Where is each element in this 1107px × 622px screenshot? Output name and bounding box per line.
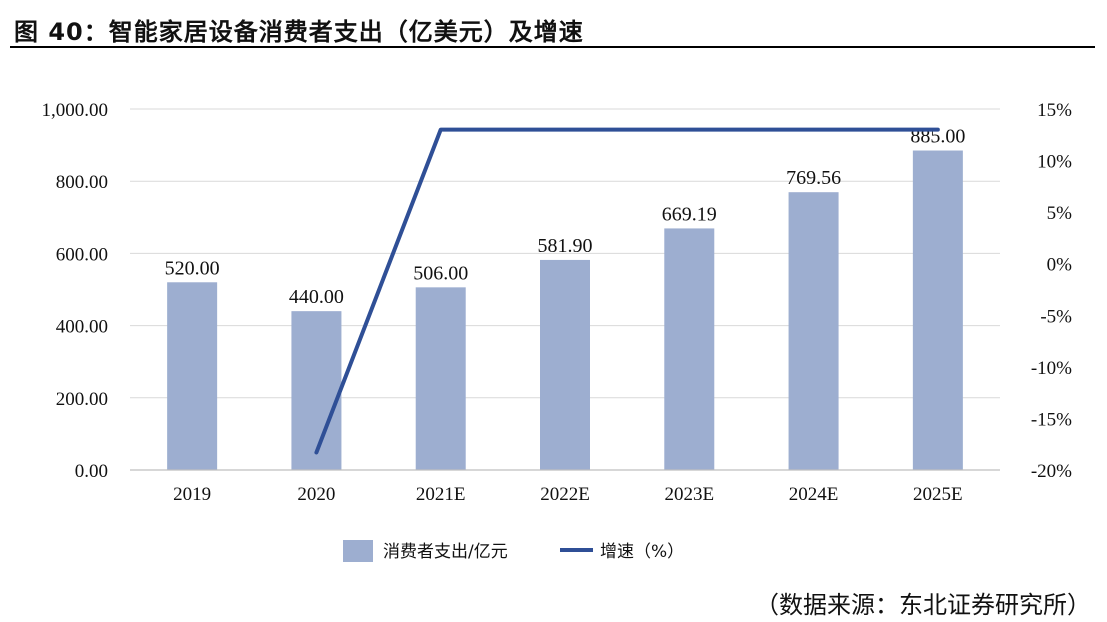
x-tick-label: 2022E bbox=[540, 484, 590, 505]
legend-line-label: 增速（%） bbox=[600, 542, 684, 562]
legend-bar-label: 消费者支出/亿元 bbox=[383, 542, 508, 562]
y2-tick-label: 5% bbox=[1047, 203, 1073, 224]
y-tick-label: 1,000.00 bbox=[42, 100, 109, 121]
line-series bbox=[314, 127, 940, 455]
bar-series bbox=[167, 150, 963, 470]
y2-tick-label: -5% bbox=[1040, 306, 1072, 327]
x-tick-label: 2023E bbox=[664, 484, 714, 505]
bar-value-label: 581.90 bbox=[538, 235, 593, 257]
y-tick-label: 800.00 bbox=[56, 172, 108, 193]
bar bbox=[291, 311, 342, 470]
right-axis: -20% -15% -10% -5% 0% 5% 10% 15% bbox=[1031, 100, 1072, 482]
x-tick-label: 2020 bbox=[297, 484, 335, 505]
bar bbox=[912, 150, 963, 470]
legend: 消费者支出/亿元 增速（%） bbox=[343, 540, 684, 562]
growth-line bbox=[314, 127, 940, 455]
growth-point bbox=[813, 129, 815, 131]
y2-tick-label: -10% bbox=[1031, 358, 1072, 379]
growth-point bbox=[937, 129, 939, 131]
y2-tick-label: 15% bbox=[1037, 100, 1072, 121]
y-tick-label: 600.00 bbox=[56, 244, 108, 265]
bar-data-labels: 520.00440.00506.00581.90669.19769.56885.… bbox=[165, 126, 966, 309]
bar-value-label: 769.56 bbox=[786, 167, 841, 189]
y2-tick-label: 0% bbox=[1047, 255, 1073, 276]
growth-point bbox=[688, 129, 690, 131]
x-tick-label: 2019 bbox=[173, 484, 211, 505]
bar bbox=[540, 259, 590, 470]
bar-value-label: 520.00 bbox=[165, 257, 220, 279]
y-tick-label: 400.00 bbox=[56, 317, 108, 338]
bar-value-label: 506.00 bbox=[413, 262, 468, 284]
title-divider bbox=[10, 46, 1095, 48]
left-axis: 0.00 200.00 400.00 600.00 800.00 1,000.00 bbox=[42, 100, 109, 482]
y-tick-label: 200.00 bbox=[56, 389, 108, 410]
bar bbox=[167, 282, 218, 470]
chart-title: 图 40：智能家居设备消费者支出（亿美元）及增速 bbox=[14, 18, 584, 46]
bar bbox=[415, 287, 466, 470]
y2-tick-label: -15% bbox=[1031, 409, 1072, 430]
y2-tick-label: -20% bbox=[1031, 461, 1072, 482]
y-tick-label: 0.00 bbox=[75, 461, 108, 482]
x-tick-label: 2024E bbox=[789, 484, 839, 505]
bar bbox=[664, 228, 715, 470]
legend-bar-swatch bbox=[343, 540, 373, 562]
x-axis: 2019 2020 2021E 2022E 2023E 2024E 2025E bbox=[130, 469, 1000, 505]
bar-value-label: 669.19 bbox=[662, 203, 717, 225]
y2-tick-label: 10% bbox=[1037, 152, 1072, 173]
growth-point bbox=[315, 451, 317, 453]
source-note: （数据来源：东北证券研究所） bbox=[755, 591, 1091, 619]
x-tick-label: 2025E bbox=[913, 484, 963, 505]
x-tick-label: 2021E bbox=[416, 484, 466, 505]
bar bbox=[788, 192, 839, 470]
growth-point bbox=[440, 129, 442, 131]
growth-point bbox=[564, 129, 566, 131]
bar-value-label: 440.00 bbox=[289, 286, 344, 308]
